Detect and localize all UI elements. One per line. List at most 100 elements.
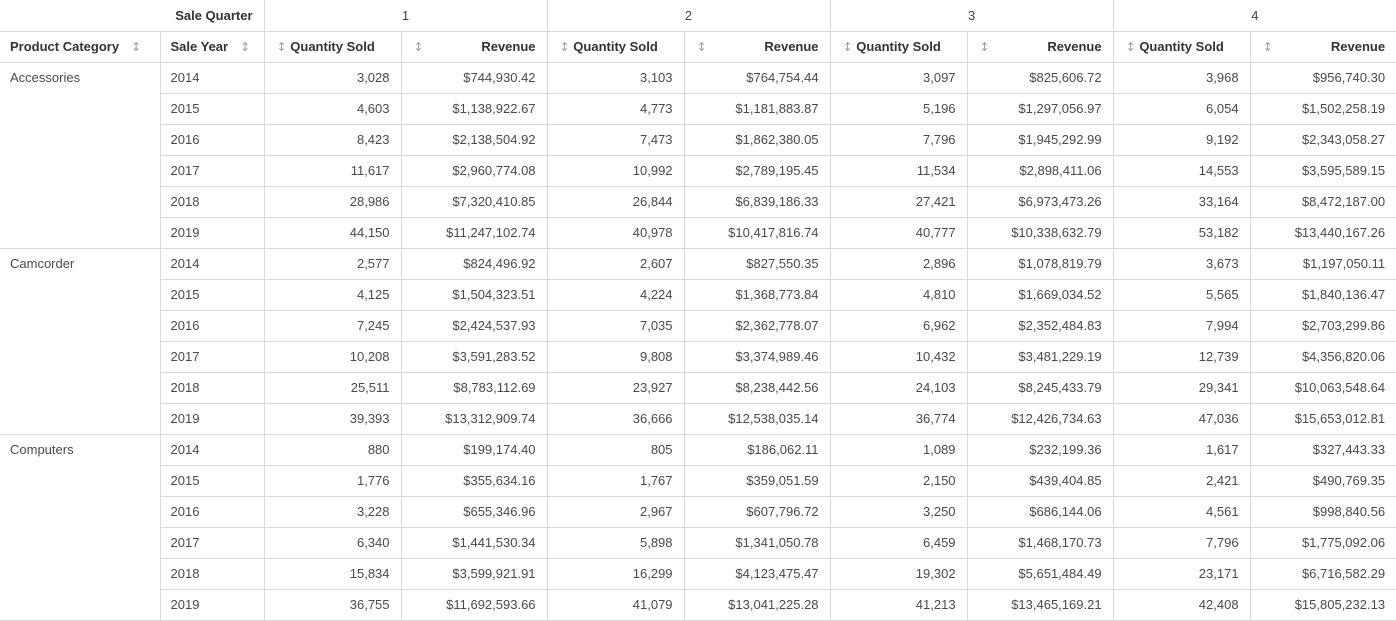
quantity-sold-cell: 5,196	[830, 93, 968, 125]
quantity-sold-cell: 47,036	[1113, 403, 1251, 435]
revenue-cell: $764,754.44	[684, 62, 831, 94]
quantity-sold-cell: 7,796	[830, 124, 968, 156]
column-header-revenue-q1[interactable]: ↕ Revenue	[401, 31, 548, 63]
data-row: Computers 2014 880 $199,174.40 805 $186,062.1…	[0, 434, 1396, 621]
revenue-cell: $2,898,411.06	[967, 155, 1114, 187]
revenue-header-label: Revenue	[764, 39, 819, 54]
quantity-sold-cell: 7,245	[264, 310, 402, 342]
sort-icon[interactable]: ↕	[240, 40, 251, 54]
sort-icon[interactable]: ↕	[276, 39, 287, 54]
revenue-cell: $6,716,582.29	[1250, 558, 1396, 590]
sort-icon[interactable]: ↕	[559, 39, 570, 54]
revenue-header-label: Revenue	[1330, 39, 1386, 54]
data-row: 2015 1,776 $355,634.16 1,767 $359,051.59 2,15…	[0, 465, 1396, 497]
column-header-sale-year[interactable]: Sale Year ↕	[160, 31, 265, 63]
quantity-sold-cell: 1,089	[830, 434, 968, 466]
quarter-header-1[interactable]: 1	[264, 0, 548, 32]
quantity-sold-cell: 880	[264, 434, 402, 466]
quantity-sold-cell: 14,553	[1113, 155, 1251, 187]
quantity-sold-cell: 42,408	[1113, 589, 1251, 621]
revenue-cell: $1,669,034.52	[967, 279, 1114, 311]
data-row: 2018 15,834 $3,599,921.91 16,299 $4,123,475.…	[0, 558, 1396, 590]
revenue-header-label: Revenue	[1047, 39, 1102, 54]
quarter-header-4[interactable]: 4	[1113, 0, 1396, 32]
quantity-sold-cell: 3,968	[1113, 62, 1251, 94]
revenue-cell: $13,440,167.26	[1250, 217, 1396, 249]
data-row: 2016 8,423 $2,138,504.92 7,473 $1,862,380.05…	[0, 124, 1396, 156]
sale-year-cell: 2018	[160, 186, 265, 218]
column-header-revenue-q2[interactable]: ↕ Revenue	[684, 31, 831, 63]
revenue-cell: $5,651,484.49	[967, 558, 1114, 590]
quantity-sold-cell: 2,150	[830, 465, 968, 497]
revenue-cell: $186,062.11	[684, 434, 831, 466]
column-header-quantity-sold-q2[interactable]: ↕ Quantity Sold	[547, 31, 685, 63]
revenue-cell: $1,341,050.78	[684, 527, 831, 559]
sort-icon[interactable]: ↕	[842, 39, 853, 54]
quantity-sold-cell: 2,896	[830, 248, 968, 280]
quantity-sold-cell: 36,774	[830, 403, 968, 435]
sale-year-cell: 2019	[160, 589, 265, 621]
revenue-cell: $607,796.72	[684, 496, 831, 528]
quarter-header-3[interactable]: 3	[830, 0, 1114, 32]
sort-icon[interactable]: ↕	[1262, 39, 1273, 54]
quantity-sold-cell: 23,927	[547, 372, 685, 404]
revenue-cell: $2,424,537.93	[401, 310, 548, 342]
product-category-cell: Computers	[0, 434, 161, 621]
column-header-quantity-sold-q1[interactable]: ↕ Quantity Sold	[264, 31, 402, 63]
revenue-header-label: Revenue	[481, 39, 536, 54]
quarter-header-2[interactable]: 2	[547, 0, 831, 32]
column-header-product-category[interactable]: Product Category ↕	[0, 31, 161, 63]
revenue-cell: $1,138,922.67	[401, 93, 548, 125]
revenue-cell: $3,374,989.46	[684, 341, 831, 373]
quantity-sold-cell: 26,844	[547, 186, 685, 218]
quantity-sold-cell: 9,192	[1113, 124, 1251, 156]
revenue-cell: $10,417,816.74	[684, 217, 831, 249]
column-header-revenue-q4[interactable]: ↕ Revenue	[1250, 31, 1396, 63]
revenue-cell: $2,362,778.07	[684, 310, 831, 342]
column-header-quantity-sold-q4[interactable]: ↕ Quantity Sold	[1113, 31, 1251, 63]
sale-year-cell: 2016	[160, 496, 265, 528]
sale-year-cell: 2015	[160, 279, 265, 311]
revenue-cell: $744,930.42	[401, 62, 548, 94]
revenue-cell: $3,595,589.15	[1250, 155, 1396, 187]
sort-icon[interactable]: ↕	[413, 39, 424, 54]
revenue-cell: $2,343,058.27	[1250, 124, 1396, 156]
column-header-quantity-sold-q3[interactable]: ↕ Quantity Sold	[830, 31, 968, 63]
sale-year-cell: 2014	[160, 434, 265, 466]
measure-header-row: Product Category ↕ Sale Year ↕ ↕ Quantity …	[0, 31, 1396, 63]
revenue-cell: $4,356,820.06	[1250, 341, 1396, 373]
quantity-sold-cell: 6,459	[830, 527, 968, 559]
revenue-cell: $8,472,187.00	[1250, 186, 1396, 218]
quantity-sold-cell: 40,978	[547, 217, 685, 249]
revenue-cell: $1,862,380.05	[684, 124, 831, 156]
quantity-sold-cell: 11,617	[264, 155, 402, 187]
revenue-cell: $12,426,734.63	[967, 403, 1114, 435]
quantity-sold-cell: 4,125	[264, 279, 402, 311]
data-row: 2017 11,617 $2,960,774.08 10,992 $2,789,195.…	[0, 155, 1396, 187]
sort-icon[interactable]: ↕	[696, 39, 707, 54]
revenue-cell: $956,740.30	[1250, 62, 1396, 94]
quantity-sold-cell: 4,561	[1113, 496, 1251, 528]
data-row: 2018 25,511 $8,783,112.69 23,927 $8,238,442.…	[0, 372, 1396, 404]
sort-icon[interactable]: ↕	[1125, 39, 1136, 54]
sort-icon[interactable]: ↕	[131, 40, 142, 54]
revenue-cell: $11,247,102.74	[401, 217, 548, 249]
data-row: 2019 44,150 $11,247,102.74 40,978 $10,417,81…	[0, 217, 1396, 249]
quantity-sold-cell: 6,962	[830, 310, 968, 342]
quantity-sold-cell: 28,986	[264, 186, 402, 218]
revenue-cell: $13,312,909.74	[401, 403, 548, 435]
revenue-cell: $1,368,773.84	[684, 279, 831, 311]
quantity-sold-cell: 4,603	[264, 93, 402, 125]
quantity-sold-cell: 805	[547, 434, 685, 466]
revenue-cell: $327,443.33	[1250, 434, 1396, 466]
quantity-sold-cell: 7,035	[547, 310, 685, 342]
quantity-sold-header-label: Quantity Sold	[290, 39, 375, 54]
quantity-sold-cell: 2,967	[547, 496, 685, 528]
revenue-cell: $1,945,292.99	[967, 124, 1114, 156]
quantity-sold-cell: 2,421	[1113, 465, 1251, 497]
quantity-sold-cell: 23,171	[1113, 558, 1251, 590]
revenue-cell: $1,504,323.51	[401, 279, 548, 311]
column-header-revenue-q3[interactable]: ↕ Revenue	[967, 31, 1114, 63]
sort-icon[interactable]: ↕	[979, 39, 990, 54]
revenue-cell: $1,840,136.47	[1250, 279, 1396, 311]
